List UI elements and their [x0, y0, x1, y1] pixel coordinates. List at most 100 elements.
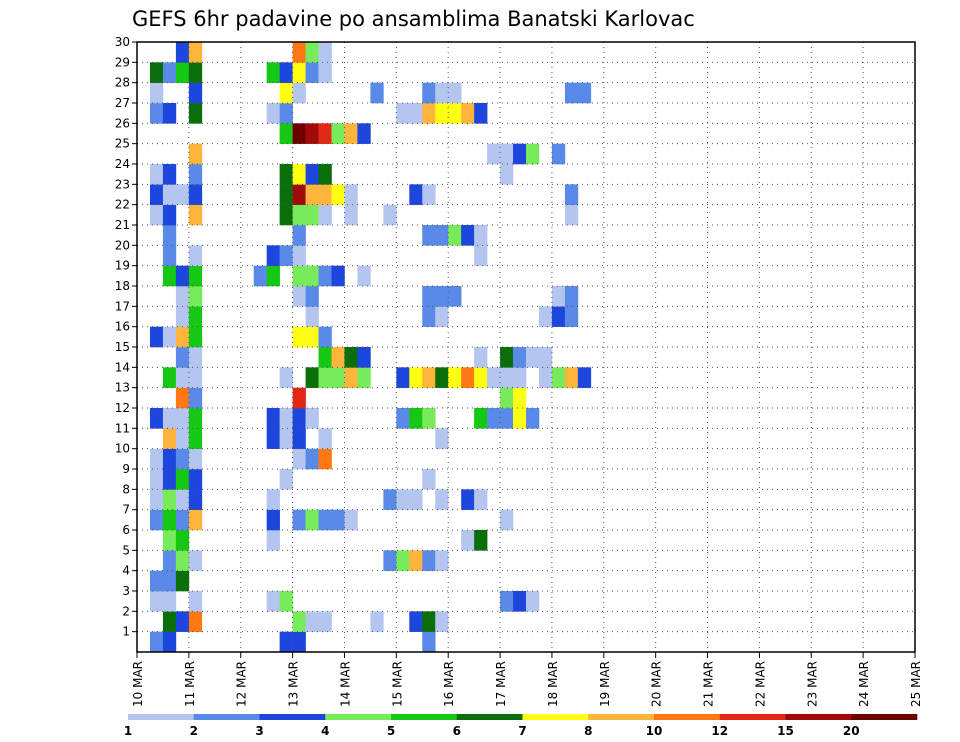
precip-cell — [175, 367, 190, 388]
precip-cell — [279, 367, 293, 388]
precip-cell — [474, 103, 488, 124]
precip-cell — [331, 509, 345, 531]
color-legend-label: 1 — [124, 724, 132, 738]
color-legend-label: 15 — [777, 724, 794, 738]
precip-cell — [422, 367, 436, 388]
precip-cell — [448, 225, 462, 246]
precip-cell — [292, 265, 306, 287]
precip-cell — [318, 448, 332, 470]
precip-cell — [409, 367, 423, 388]
y-tick-label: 20 — [115, 238, 130, 252]
precip-cell — [175, 326, 190, 348]
y-tick-label: 6 — [122, 523, 130, 537]
x-tick-label: 15 MAR — [390, 661, 404, 707]
x-tick-label: 21 MAR — [702, 661, 716, 707]
precip-cell — [175, 42, 190, 63]
precip-cell — [162, 611, 177, 632]
precip-cell — [162, 530, 177, 551]
y-tick-label: 15 — [115, 340, 130, 354]
precip-cell — [396, 367, 410, 388]
color-legend-label: 8 — [584, 724, 592, 738]
precip-cell — [461, 367, 475, 388]
precip-cell — [149, 489, 164, 510]
precip-cell — [175, 611, 190, 632]
precip-cell — [188, 62, 203, 83]
color-legend-swatch — [719, 714, 786, 720]
y-tick-label: 12 — [115, 401, 130, 415]
precip-cell — [162, 570, 177, 592]
precip-cell — [149, 82, 164, 104]
precip-cell — [564, 204, 579, 226]
precip-cell — [266, 428, 280, 449]
precip-cell — [422, 184, 436, 205]
precip-cell — [188, 387, 203, 409]
precip-cell — [279, 103, 293, 124]
y-tick-label: 30 — [115, 35, 130, 49]
precip-cell — [279, 469, 293, 490]
precip-cell — [305, 286, 319, 307]
precip-cell — [175, 306, 190, 327]
color-legend-label: 20 — [843, 724, 860, 738]
precip-cell — [422, 631, 436, 653]
precip-cell — [175, 428, 190, 449]
precip-cell — [318, 428, 332, 449]
precip-cell — [175, 387, 190, 409]
precip-cell — [266, 530, 280, 551]
y-tick-label: 7 — [122, 503, 130, 517]
precip-cell — [538, 367, 553, 388]
precip-cell — [500, 143, 514, 165]
precip-cell — [162, 631, 177, 653]
precip-cell — [305, 611, 319, 632]
precip-cell — [162, 367, 177, 388]
precip-cell — [305, 123, 319, 144]
precip-cell — [344, 347, 358, 368]
x-tick-label: 13 MAR — [287, 661, 301, 707]
precip-cell — [188, 550, 203, 571]
color-legend-swatch — [588, 714, 655, 720]
precip-cell — [188, 265, 203, 287]
precip-cell — [422, 225, 436, 246]
precip-cell — [279, 245, 293, 266]
precip-cell — [564, 184, 579, 205]
precip-cell — [577, 82, 592, 104]
precip-cell — [188, 509, 203, 531]
precipitation-cells — [149, 42, 592, 653]
precip-cell — [577, 367, 592, 388]
precip-cell — [422, 611, 436, 632]
precip-cell — [318, 62, 332, 83]
precip-cell — [175, 347, 190, 368]
color-legend-swatch — [193, 714, 260, 720]
precip-cell — [409, 408, 423, 429]
x-tick-label: 12 MAR — [235, 661, 249, 707]
precip-cell — [344, 184, 358, 205]
precip-cell — [383, 204, 397, 226]
y-tick-label: 27 — [115, 96, 130, 110]
precip-cell — [344, 204, 358, 226]
precip-cell — [564, 367, 579, 388]
precip-cell — [461, 103, 475, 124]
y-tick-label: 25 — [115, 137, 130, 151]
precip-cell — [461, 225, 475, 246]
color-legend-swatch — [785, 714, 852, 720]
precip-cell — [409, 103, 423, 124]
precip-cell — [292, 408, 306, 429]
precip-cell — [318, 184, 332, 205]
precip-cell — [344, 509, 358, 531]
y-tick-label: 9 — [122, 462, 130, 476]
precip-cell — [318, 367, 332, 388]
precip-cell — [474, 347, 488, 368]
color-legend-label: 12 — [711, 724, 728, 738]
precip-cell — [422, 550, 436, 571]
x-tick-label: 24 MAR — [857, 661, 871, 707]
y-tick-label: 29 — [115, 55, 130, 69]
precip-cell — [318, 347, 332, 368]
precip-cell — [564, 82, 579, 104]
precip-cell — [513, 347, 527, 368]
precip-cell — [175, 550, 190, 571]
precip-cell — [551, 306, 566, 327]
y-tick-label: 1 — [122, 625, 130, 639]
y-tick-label: 8 — [122, 482, 130, 496]
precip-cell — [435, 103, 449, 124]
precip-cell — [175, 489, 190, 510]
precip-cell — [292, 448, 306, 470]
